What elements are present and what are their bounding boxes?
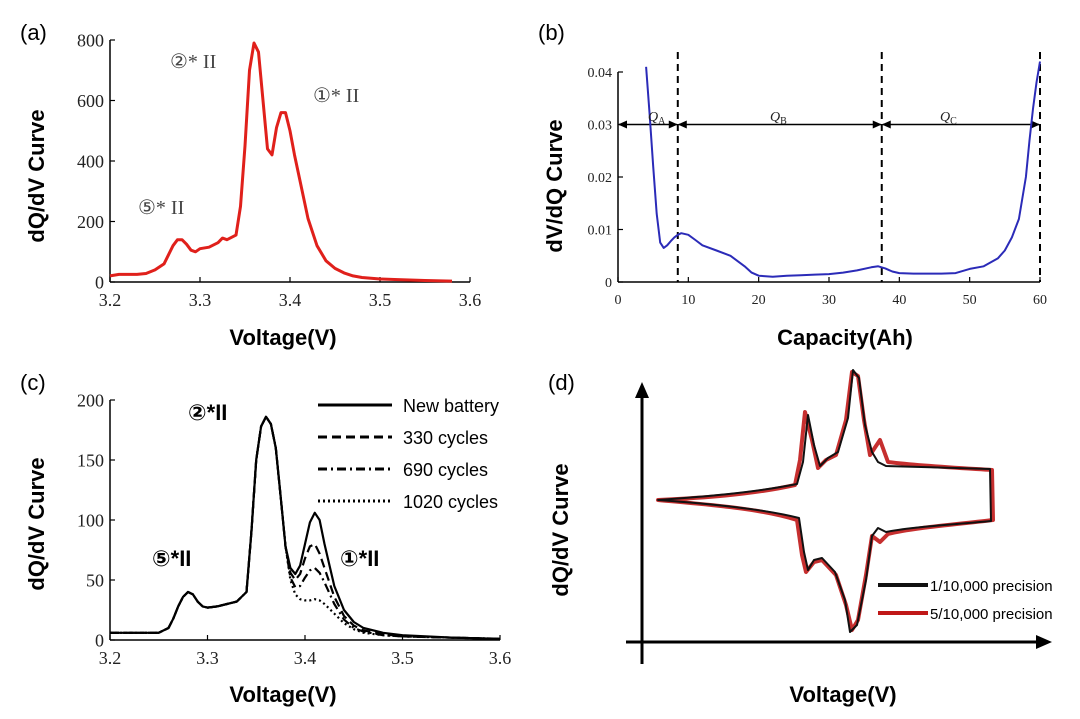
b-plot-y-tick-label: 0.04 xyxy=(588,66,613,81)
panel-a-x-axis-label: Voltage(V) xyxy=(229,325,336,350)
b-plot-y-tick-label: 0 xyxy=(605,276,612,291)
panel-c-series-line-1 xyxy=(110,415,501,640)
panel-c-label: (c) xyxy=(20,370,46,395)
panel-d-legend: 1/10,000 precision 5/10,000 precision xyxy=(878,578,1053,623)
panel-c-plot-area: 3.2 3.3 3.4 3.5 3.6 0 50 100 150 200 xyxy=(77,390,511,668)
region-label-qc: QC xyxy=(940,110,957,127)
panel-d-x-axis-label: Voltage(V) xyxy=(789,682,896,707)
a-plot-y-tick-label: 200 xyxy=(77,212,104,232)
c-plot-y-tick-label: 200 xyxy=(77,390,104,410)
panel-c-series-line-3 xyxy=(110,415,501,640)
panel-c-series-line-2 xyxy=(110,415,501,640)
b-plot-x-tick-label: 0 xyxy=(615,293,622,308)
panel-c-x-axis-label: Voltage(V) xyxy=(229,682,336,707)
c-plot-x-tick-label: 3.5 xyxy=(391,648,414,668)
panel-c-legend-label: 330 cycles xyxy=(403,428,488,448)
panel-c-legend-label: 1020 cycles xyxy=(403,492,498,512)
panel-c-legend-label: New battery xyxy=(403,396,499,416)
panel-b-arrowhead-left xyxy=(881,120,891,129)
panel-b-x-axis-label: Capacity(Ah) xyxy=(777,325,913,350)
a-plot-x-tick-label: 3.6 xyxy=(459,290,482,310)
panel-b: (b) 0 10 20 30 40 50 60 0 0.01 0.02 0.03 0.04 QA QB… xyxy=(538,20,1047,350)
b-plot-x-tick-label: 30 xyxy=(822,293,836,308)
a-plot-y-tick-label: 600 xyxy=(77,91,104,111)
panel-a-annotation-1: ①* II xyxy=(313,85,359,107)
b-plot-x-tick-label: 50 xyxy=(963,293,977,308)
panel-a-annotation-2: ②* II xyxy=(170,51,216,73)
panel-c-legend-label: 690 cycles xyxy=(403,460,488,480)
panel-c-annotation-5: ⑤*II xyxy=(152,546,191,571)
c-plot-x-tick-label: 3.3 xyxy=(196,648,219,668)
c-plot-y-tick-label: 0 xyxy=(95,630,104,650)
panel-c: (c) 3.2 3.3 3.4 3.5 3.6 0 50 100 150 200 ②*II ⑤*I… xyxy=(20,370,511,707)
panel-b-arrowhead-right xyxy=(668,120,678,129)
panel-a-y-axis-label: dQ/dV Curve xyxy=(24,109,49,242)
panel-b-label: (b) xyxy=(538,20,565,45)
panel-d-curve-1e-4 xyxy=(657,369,992,633)
panel-b-dvdq-line xyxy=(645,61,1041,278)
panel-b-y-axis-label: dV/dQ Curve xyxy=(542,119,567,252)
panel-d: (d) 1/10,000 precision 5/10,000 precisio… xyxy=(548,369,1053,707)
panel-c-annotation-2: ②*II xyxy=(188,400,227,425)
panel-a-dqdv-line xyxy=(109,41,453,283)
panel-c-y-axis-label: dQ/dV Curve xyxy=(24,457,49,590)
panel-c-legend: New battery 330 cycles 690 cycles 1020 cycl… xyxy=(318,396,499,512)
panel-b-plot-area: 0 10 20 30 40 50 60 0 0.01 0.02 0.03 0.04 xyxy=(588,52,1047,308)
panel-b-region-labels: QA QB QC xyxy=(648,110,957,127)
b-plot-y-tick-label: 0.03 xyxy=(588,118,613,133)
b-plot-x-tick-label: 20 xyxy=(752,293,766,308)
region-label-qb: QB xyxy=(770,110,787,127)
a-plot-y-tick-label: 0 xyxy=(95,272,104,292)
panel-d-y-axis-arrow xyxy=(635,382,649,398)
panel-a-annotation-5: ⑤* II xyxy=(138,197,184,219)
c-plot-x-tick-label: 3.4 xyxy=(294,648,317,668)
panel-b-arrowhead-left xyxy=(618,120,627,129)
c-plot-x-tick-label: 3.2 xyxy=(99,648,122,668)
a-plot-x-tick-label: 3.4 xyxy=(279,290,302,310)
b-plot-x-tick-label: 10 xyxy=(681,293,695,308)
panel-c-annotation-1: ①*II xyxy=(340,546,379,571)
region-label-qa: QA xyxy=(648,110,666,127)
panel-a-label: (a) xyxy=(20,20,47,45)
c-plot-y-tick-label: 100 xyxy=(77,510,104,530)
b-plot-x-tick-label: 60 xyxy=(1033,293,1047,308)
a-plot-y-tick-label: 400 xyxy=(77,151,104,171)
panel-d-y-axis-label: dQ/dV Curve xyxy=(548,463,573,596)
c-plot-y-tick-label: 150 xyxy=(77,450,104,470)
panel-b-arrowhead-right xyxy=(872,120,882,129)
panel-d-label: (d) xyxy=(548,370,575,395)
a-plot-x-tick-label: 3.2 xyxy=(99,290,122,310)
panel-b-arrowhead-right xyxy=(1031,120,1040,129)
b-plot-y-tick-label: 0.01 xyxy=(588,223,613,238)
c-plot-x-tick-label: 3.6 xyxy=(489,648,512,668)
panel-c-series-line-0 xyxy=(110,415,501,640)
a-plot-y-tick-label: 800 xyxy=(77,30,104,50)
a-plot-x-tick-label: 3.5 xyxy=(369,290,392,310)
a-plot-x-tick-label: 3.3 xyxy=(189,290,212,310)
b-plot-x-tick-label: 40 xyxy=(892,293,906,308)
panel-a-plot-area: 3.2 3.3 3.4 3.5 3.6 0 200 400 600 800 xyxy=(77,30,481,310)
panel-a: (a) 3.2 3.3 3.4 3.5 3.6 0 200 400 600 800 ②* II ①… xyxy=(20,20,481,350)
legend-label-1e-4: 1/10,000 precision xyxy=(930,578,1053,595)
panel-d-x-axis-arrow xyxy=(1036,635,1052,649)
panel-b-arrowhead-left xyxy=(677,120,687,129)
c-plot-y-tick-label: 50 xyxy=(86,570,104,590)
b-plot-y-tick-label: 0.02 xyxy=(588,171,613,186)
legend-label-5e-4: 5/10,000 precision xyxy=(930,606,1053,623)
